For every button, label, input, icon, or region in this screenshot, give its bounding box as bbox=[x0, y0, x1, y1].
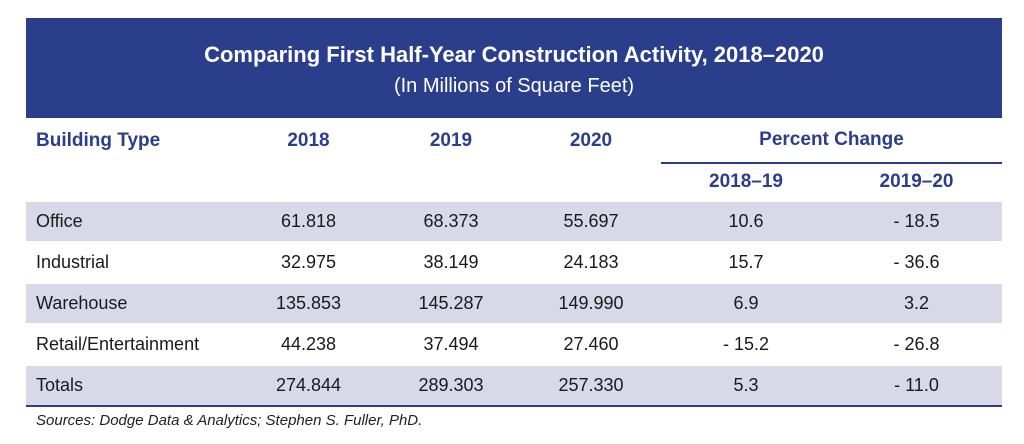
cell-building-type: Totals bbox=[26, 364, 236, 407]
cell-2018: 32.975 bbox=[236, 241, 381, 283]
cell-pc-2018-19: 15.7 bbox=[661, 241, 831, 283]
source-note: Sources: Dodge Data & Analytics; Stephen… bbox=[36, 412, 423, 429]
cell-2019: 38.149 bbox=[381, 241, 521, 283]
cell-2020: 55.697 bbox=[521, 200, 661, 242]
cell-2019: 289.303 bbox=[381, 364, 521, 407]
header-2019-20: 2019–20 bbox=[879, 171, 954, 192]
header-2020: 2020 bbox=[569, 129, 613, 151]
table-row: Industrial 32.975 38.149 24.183 15.7 - 3… bbox=[26, 241, 1002, 283]
cell-pc-2019-20: - 11.0 bbox=[831, 364, 1002, 407]
cell-pc-2019-20: 3.2 bbox=[831, 282, 1002, 324]
cell-2020: 149.990 bbox=[521, 282, 661, 324]
cell-pc-2018-19: 5.3 bbox=[661, 364, 831, 407]
cell-building-type: Industrial bbox=[26, 241, 236, 283]
cell-pc-2018-19: - 15.2 bbox=[661, 323, 831, 365]
totals-row: Totals 274.844 289.303 257.330 5.3 - 11.… bbox=[26, 364, 1002, 407]
table-row: Warehouse 135.853 145.287 149.990 6.9 3.… bbox=[26, 282, 1002, 324]
construction-table-figure: Comparing First Half-Year Construction A… bbox=[26, 18, 1002, 407]
title-banner: Comparing First Half-Year Construction A… bbox=[26, 18, 1002, 118]
cell-2019: 145.287 bbox=[381, 282, 521, 324]
cell-2020: 257.330 bbox=[521, 364, 661, 407]
cell-2018: 274.844 bbox=[236, 364, 381, 407]
subheader-row: 2018–19 2019–20 bbox=[26, 163, 1002, 201]
cell-building-type: Retail/Entertainment bbox=[26, 323, 236, 365]
cell-building-type: Office bbox=[26, 200, 236, 242]
header-2018: 2018 bbox=[287, 129, 330, 151]
cell-pc-2018-19: 6.9 bbox=[661, 282, 831, 324]
header-percent-change: Percent Change bbox=[661, 118, 1002, 164]
header-2019: 2019 bbox=[429, 129, 473, 151]
table-subtitle: (In Millions of Square Feet) bbox=[393, 75, 635, 97]
header-2018-19: 2018–19 bbox=[709, 171, 783, 192]
construction-table: Building Type 2018 2019 2020 Percent Cha… bbox=[26, 118, 1002, 407]
cell-pc-2018-19: 10.6 bbox=[661, 200, 831, 242]
table-title: Comparing First Half-Year Construction A… bbox=[204, 42, 824, 67]
cell-2018: 44.238 bbox=[236, 323, 381, 365]
cell-pc-2019-20: - 26.8 bbox=[831, 323, 1002, 365]
cell-2020: 27.460 bbox=[521, 323, 661, 365]
header-row: Building Type 2018 2019 2020 Percent Cha… bbox=[26, 118, 1002, 164]
table-row: Office 61.818 68.373 55.697 10.6 - 18.5 bbox=[26, 200, 1002, 242]
cell-2020: 24.183 bbox=[521, 241, 661, 283]
cell-2019: 68.373 bbox=[381, 200, 521, 242]
cell-pc-2019-20: - 36.6 bbox=[831, 241, 1002, 283]
table-row: Retail/Entertainment 44.238 37.494 27.46… bbox=[26, 323, 1002, 365]
cell-pc-2019-20: - 18.5 bbox=[831, 200, 1002, 242]
cell-2018: 61.818 bbox=[236, 200, 381, 242]
cell-building-type: Warehouse bbox=[26, 282, 236, 324]
cell-2018: 135.853 bbox=[236, 282, 381, 324]
cell-2019: 37.494 bbox=[381, 323, 521, 365]
header-building-type: Building Type bbox=[36, 129, 161, 151]
